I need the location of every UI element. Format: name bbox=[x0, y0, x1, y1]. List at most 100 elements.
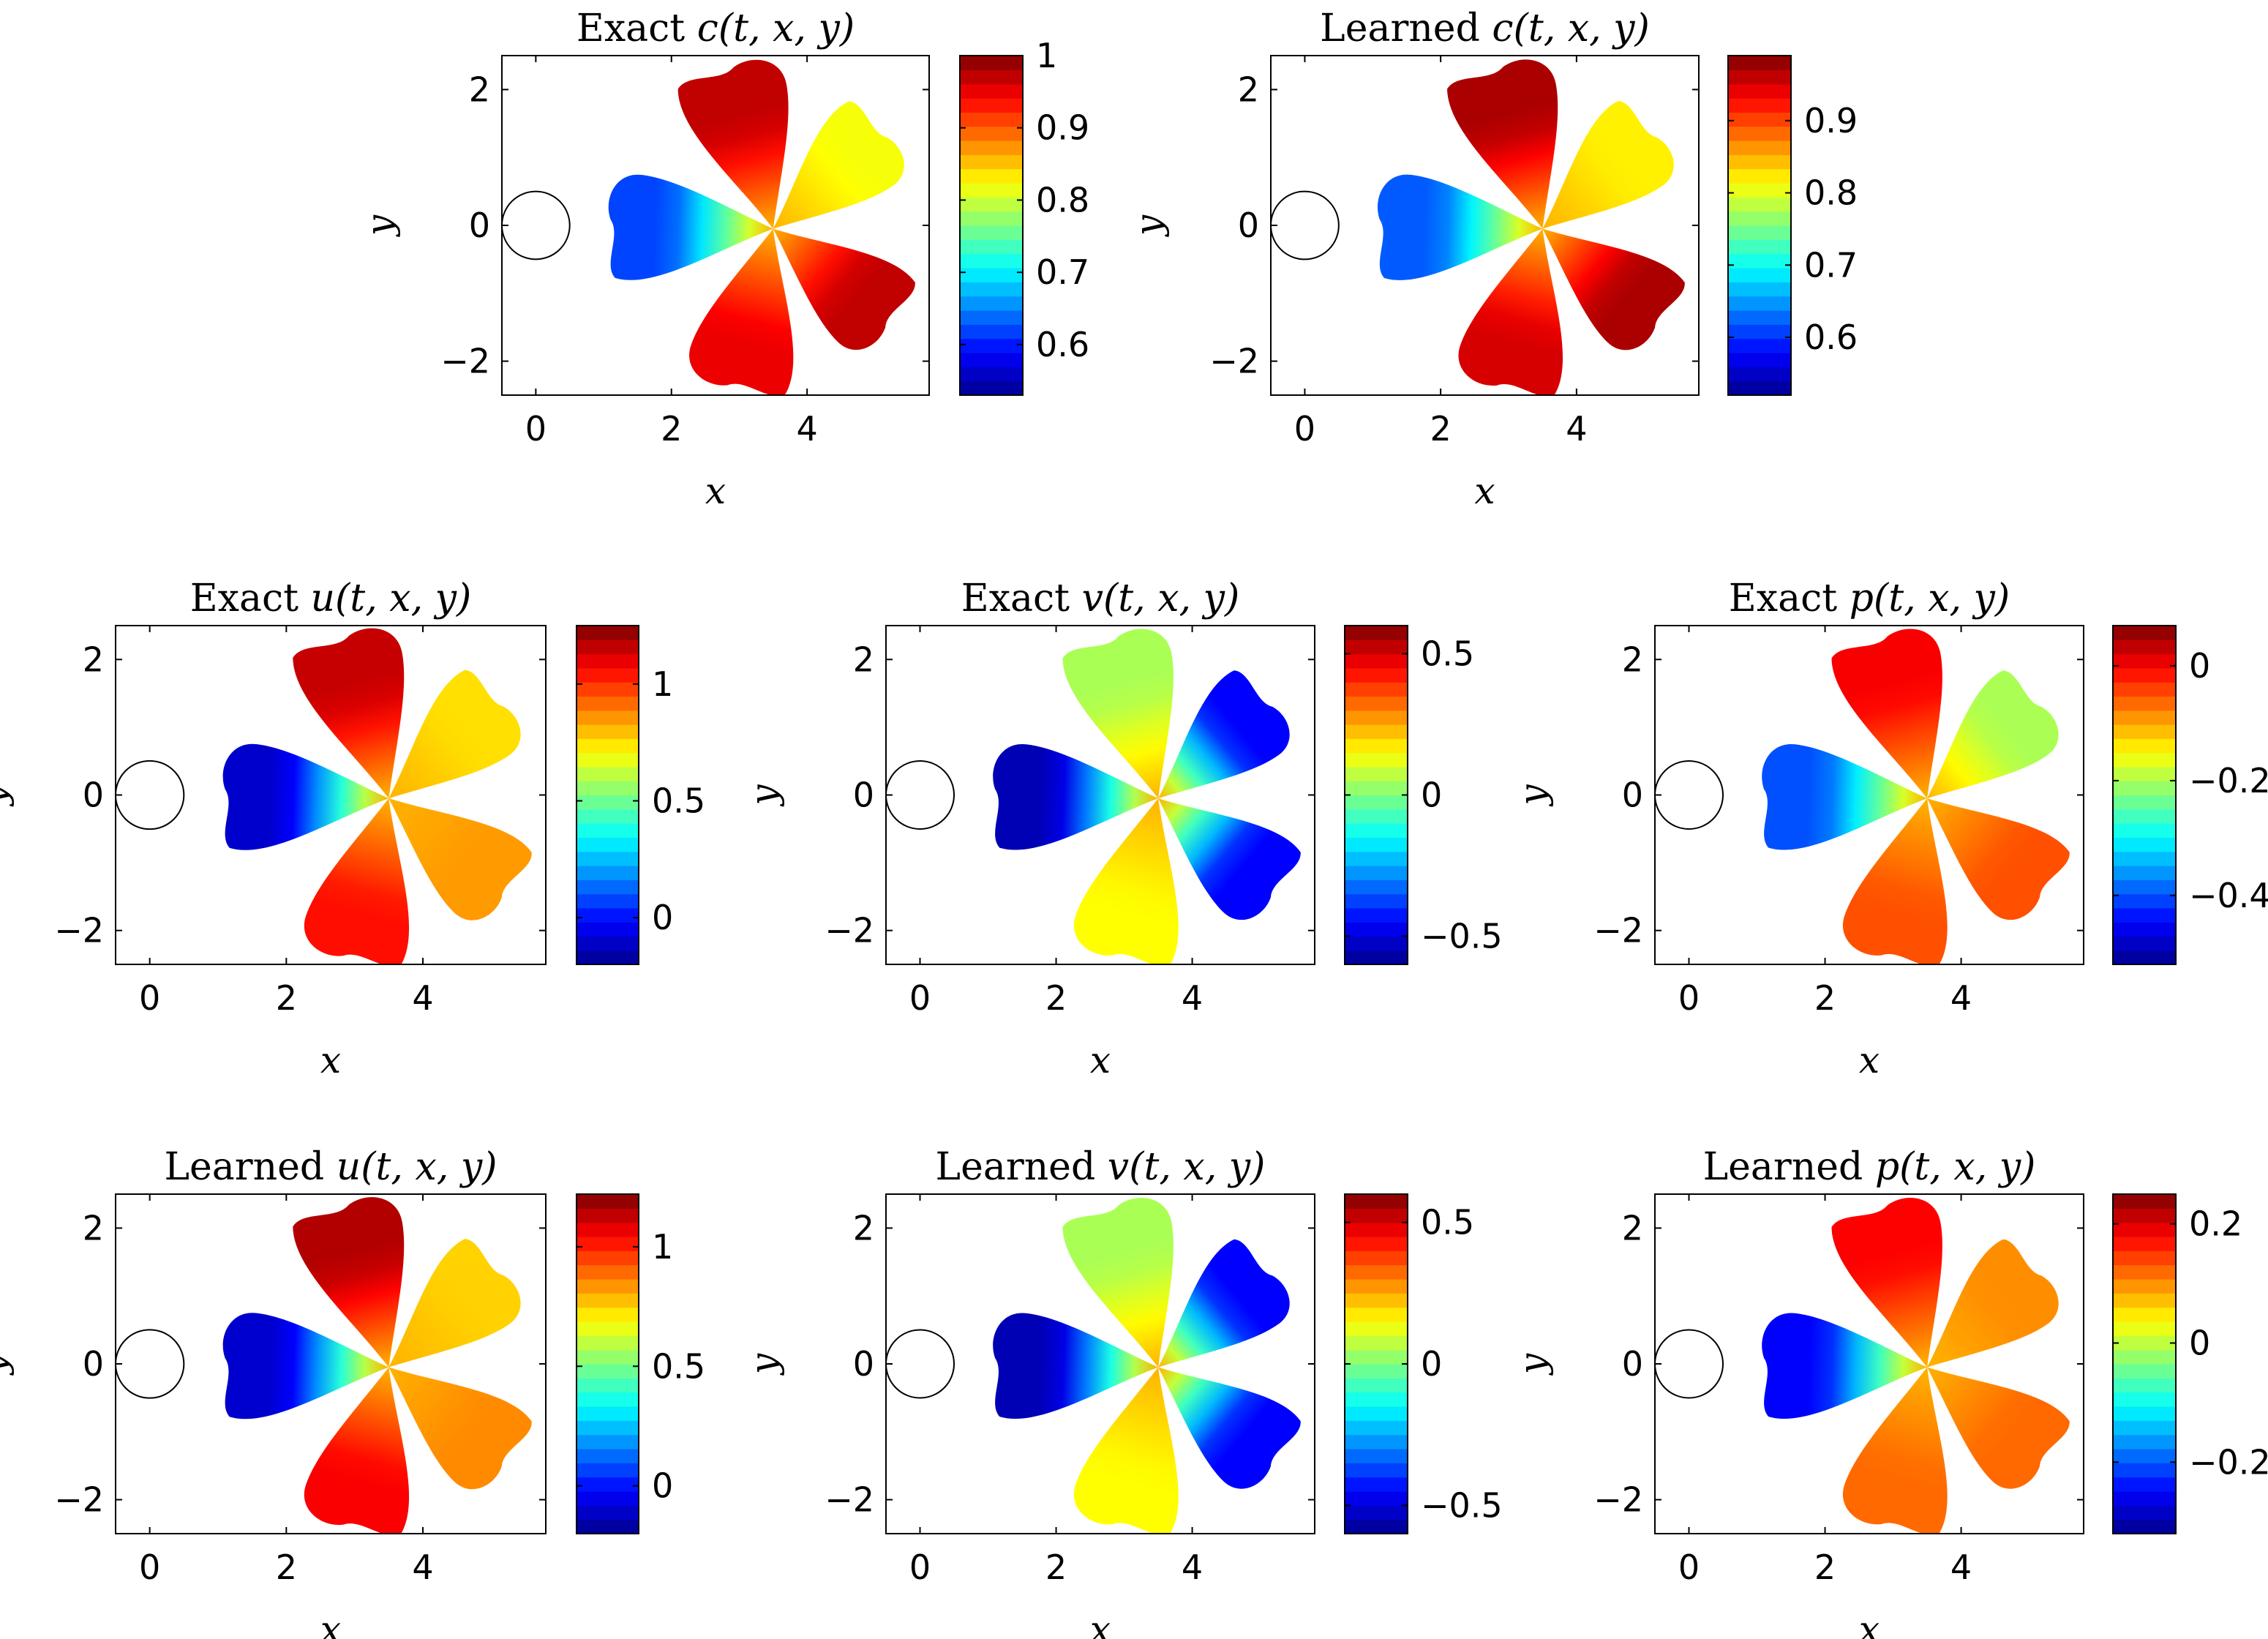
colorbar-band bbox=[2113, 1491, 2176, 1506]
petal-group bbox=[222, 1197, 532, 1534]
colorbar-band bbox=[2113, 626, 2176, 640]
colorbar-band bbox=[960, 353, 1023, 367]
y-tick-label: 2 bbox=[853, 1208, 874, 1248]
colorbar-band bbox=[1728, 324, 1791, 340]
y-tick-label: 2 bbox=[1238, 70, 1259, 109]
petal-shape bbox=[1831, 629, 1942, 799]
petal bbox=[1062, 1197, 1174, 1368]
colorbar-band bbox=[1345, 1477, 1408, 1492]
colorbar-band bbox=[2113, 766, 2176, 781]
x-tick-label: 2 bbox=[276, 978, 297, 1018]
colorbar-band bbox=[1728, 98, 1791, 113]
colorbar-tick-label: 0 bbox=[652, 1466, 673, 1506]
colorbar-band bbox=[577, 1264, 639, 1280]
colorbar-band bbox=[1345, 879, 1408, 895]
colorbar-band bbox=[577, 1463, 639, 1478]
colorbar-band bbox=[577, 907, 639, 923]
colorbar-band bbox=[2113, 1477, 2176, 1492]
colorbar-band bbox=[1728, 211, 1791, 226]
colorbar-band bbox=[2113, 893, 2176, 909]
petal-shape bbox=[1447, 59, 1558, 229]
colorbar-band bbox=[1345, 710, 1408, 725]
colorbar-band bbox=[2113, 1250, 2176, 1266]
y-axis-label: y bbox=[743, 784, 785, 807]
x-axis-label: x bbox=[1859, 1039, 1880, 1081]
petal bbox=[1062, 629, 1174, 799]
colorbar-band bbox=[1345, 795, 1408, 810]
colorbar-band bbox=[960, 253, 1023, 269]
colorbar-tick-label: 0.7 bbox=[1036, 252, 1089, 292]
petal bbox=[993, 744, 1159, 850]
y-tick-label: −2 bbox=[440, 342, 490, 381]
colorbar-band bbox=[577, 1349, 639, 1365]
panel-title-variable: p(t, x, y) bbox=[1850, 577, 2010, 620]
petal bbox=[1927, 670, 2059, 799]
colorbar-tick-label: 0 bbox=[1421, 1344, 1442, 1384]
colorbar-band bbox=[2113, 1237, 2176, 1251]
colorbar-band bbox=[960, 282, 1023, 297]
x-tick-label: 2 bbox=[661, 409, 682, 449]
colorbar-tick-label: −0.4 bbox=[2189, 876, 2268, 915]
colorbar-band bbox=[1345, 893, 1408, 909]
colorbar-band bbox=[2113, 1293, 2176, 1308]
colorbar-band bbox=[577, 1279, 639, 1294]
colorbar-band bbox=[2113, 922, 2176, 937]
colorbar-band bbox=[1345, 752, 1408, 768]
colorbar-band bbox=[2113, 851, 2176, 866]
colorbar-band bbox=[960, 338, 1023, 353]
petal bbox=[1158, 670, 1290, 799]
colorbar-band bbox=[2113, 879, 2176, 895]
colorbar-band bbox=[1728, 310, 1791, 325]
colorbar-band bbox=[1345, 682, 1408, 697]
colorbar-band bbox=[577, 781, 639, 796]
colorbar-band bbox=[1345, 1463, 1408, 1478]
colorbar-band bbox=[577, 1406, 639, 1421]
petal-shape bbox=[293, 628, 405, 799]
y-tick-label: −2 bbox=[54, 1480, 104, 1520]
panel-title-variable: u(t, x, y) bbox=[311, 577, 472, 620]
colorbar-band bbox=[1345, 667, 1408, 683]
colorbar-band bbox=[1345, 1378, 1408, 1393]
colorbar-band bbox=[577, 1250, 639, 1266]
colorbar-band bbox=[577, 1449, 639, 1463]
colorbar-band bbox=[1728, 56, 1791, 70]
y-tick-label: 2 bbox=[83, 1208, 104, 1248]
colorbar-band bbox=[577, 865, 639, 880]
petal-shape bbox=[1762, 1313, 1928, 1419]
colorbar-band bbox=[1345, 738, 1408, 754]
colorbar-band bbox=[1345, 1449, 1408, 1463]
colorbar-band bbox=[2113, 1194, 2176, 1209]
colorbar-band bbox=[1345, 1293, 1408, 1308]
colorbar-band bbox=[1728, 282, 1791, 297]
colorbar-band bbox=[577, 936, 639, 951]
colorbar-band bbox=[1728, 83, 1791, 99]
colorbar-tick-label: 0.2 bbox=[2189, 1204, 2242, 1244]
petal-shape bbox=[1074, 798, 1179, 964]
colorbar-tick-label: 0 bbox=[2189, 1324, 2210, 1363]
colorbar-tick-label: 0.7 bbox=[1804, 245, 1858, 285]
cylinder-outline bbox=[1270, 190, 1340, 260]
colorbar-band bbox=[2113, 1364, 2176, 1379]
colorbar-band bbox=[577, 1392, 639, 1407]
colorbar-band bbox=[577, 1194, 639, 1209]
petal-shape bbox=[1927, 670, 2059, 799]
y-axis-label: y bbox=[1127, 214, 1170, 237]
colorbar-band bbox=[1728, 140, 1791, 155]
colorbar-band bbox=[577, 682, 639, 697]
colorbar-band bbox=[2113, 1335, 2176, 1351]
x-axis-label: x bbox=[705, 470, 726, 512]
x-tick-label: 2 bbox=[1814, 1548, 1836, 1587]
y-axis-label: y bbox=[1512, 1353, 1554, 1376]
petal-group bbox=[1762, 1197, 2070, 1534]
colorbar-band bbox=[2113, 823, 2176, 838]
cylinder-outline bbox=[885, 760, 955, 830]
y-tick-label: −2 bbox=[1593, 911, 1643, 950]
colorbar-tick-label: 1 bbox=[652, 1227, 673, 1267]
colorbar-band bbox=[960, 98, 1023, 113]
colorbar-band bbox=[1345, 1279, 1408, 1294]
colorbar-band bbox=[960, 367, 1023, 382]
petal-shape bbox=[773, 228, 915, 350]
petal bbox=[608, 174, 773, 280]
